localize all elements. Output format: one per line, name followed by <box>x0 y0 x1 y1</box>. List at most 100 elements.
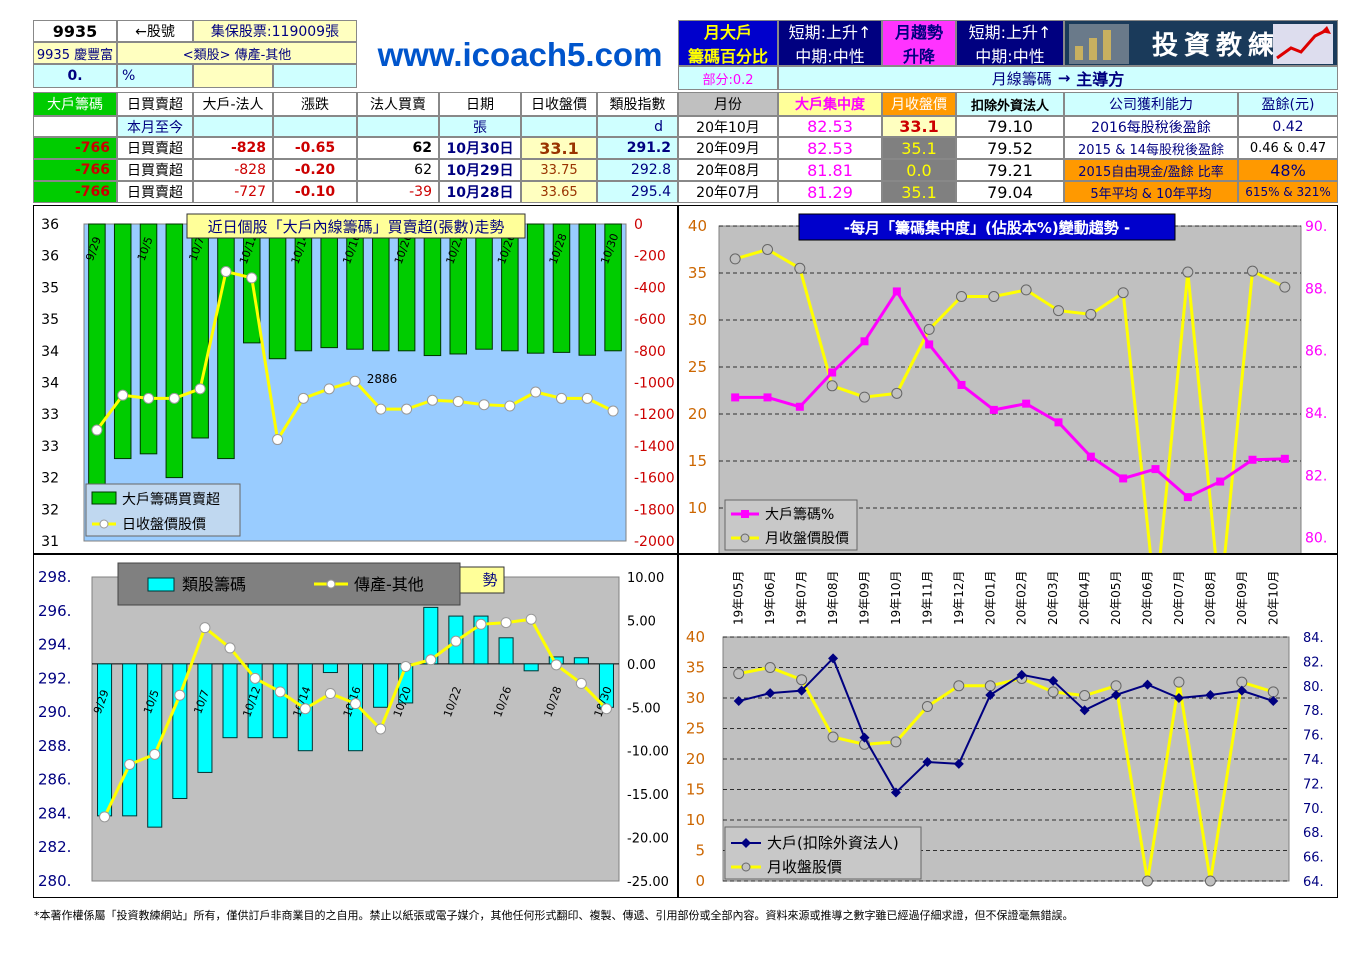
monthly-trend-line1: 月趨勢 <box>894 23 943 42</box>
chart1-y-left-tick-label: 33 <box>41 407 59 423</box>
lt-month-2 <box>193 116 273 137</box>
rt-h2: 月收盤價 <box>882 92 956 116</box>
chart1-price-point <box>323 383 335 395</box>
chart2-legend-marker1 <box>741 510 749 518</box>
chart4-x-tick-label: 19年08月 <box>826 570 840 625</box>
chart2-concentration-point <box>731 393 740 402</box>
chart3-index-point <box>425 654 437 666</box>
rt-r1-c2: 35.1 <box>882 137 956 159</box>
chart2-y-right-tick-label: 88. <box>1305 281 1327 297</box>
mid-term-2: 中期:中性 <box>975 47 1045 66</box>
rt-r3-c2: 35.1 <box>882 181 956 203</box>
chart3-y-right-tick-label: -15.00 <box>627 788 669 803</box>
chart3-y-left-tick-label: 294. <box>38 636 71 654</box>
chart4-x-tick-label: 20年03月 <box>1046 570 1060 625</box>
chart2-price-point <box>988 291 1000 302</box>
industry-label: <類股> 傳產-其他 <box>117 42 357 64</box>
chart4-y-right-tick-label: 78. <box>1303 704 1324 719</box>
chart1-legend-bar-label: 大戶籌碼買賣超 <box>122 492 220 508</box>
chart3-legend-bar-swatch <box>147 577 175 592</box>
rt-r3-c0: 20年07月 <box>678 181 778 203</box>
chart4-x-tick-label: 20年10月 <box>1266 570 1280 625</box>
chart1-price-point <box>246 272 258 284</box>
chart1-y-right-tick-label: -1600 <box>634 471 675 487</box>
chart2-concentration-point <box>860 337 869 346</box>
chart4-x-tick-label: 20年04月 <box>1078 570 1092 625</box>
chart1-bar <box>165 223 184 479</box>
chart2-title-box <box>798 213 1176 241</box>
lt-r0-c1: 日買賣超 <box>117 137 193 159</box>
chart2-panel: 40 35 30 25 20 15 10 90. 88. 86. 84. 82. 80. -每月「籌碼集中… <box>678 205 1338 554</box>
chart2-price-point <box>794 262 806 274</box>
chart1-y-right-tick-label: -600 <box>634 312 666 328</box>
chart3-index-point <box>475 618 487 630</box>
monthly-chip-label: 月線籌碼 <box>991 69 1052 88</box>
chart3-index-point <box>299 703 311 715</box>
chart1-y-left-tick-label: 35 <box>41 280 59 296</box>
chart4-price-point <box>921 701 933 713</box>
chart4-panel: 40 35 30 25 20 15 10 5 0 84. 82. 80. 78. 76. 74. 72. 70.… <box>678 554 1338 898</box>
rt-h0: 月份 <box>678 92 778 116</box>
chart1-price-point <box>349 375 361 387</box>
chart2-concentration-point <box>795 402 804 411</box>
chart4-holder-point <box>1048 675 1059 686</box>
chart3-y-right-tick-label: 0.00 <box>627 658 656 673</box>
chart3-y-left-tick-label: 284. <box>38 804 71 822</box>
chart1-y-left-tick-label: 34 <box>41 376 59 392</box>
lt-r2-c4: -39 <box>357 181 439 203</box>
chart4-x-tick-label: 20年09月 <box>1235 570 1249 625</box>
lt-month-0 <box>33 116 117 137</box>
chart2-price-point <box>1279 281 1291 293</box>
chart2-concentration-point <box>1151 465 1160 474</box>
chart4-y-right-tick-label: 64. <box>1303 875 1324 890</box>
chart1-price-point <box>452 396 464 408</box>
chart3-bar <box>322 663 338 674</box>
monthly-chip-row: 月線籌碼 → 主導方 <box>778 66 1338 90</box>
chart3-index-point <box>400 661 412 673</box>
chart3-y-left-tick-label: 298. <box>38 568 71 586</box>
chart4-holder-line <box>738 656 1274 795</box>
chart4-big-holder-ex-foreign: 40 35 30 25 20 15 10 5 0 84. 82. 80. 78. 76. 74. 72. 70.… <box>686 570 1324 890</box>
rt-h4: 公司獲利能力 <box>1064 92 1238 116</box>
trend-cell-2: 短期:上升↑ 中期:中性 <box>956 20 1064 66</box>
chart1-y-right-tick-label: -2000 <box>634 534 675 550</box>
lt-r1-c1: 日買賣超 <box>117 159 193 181</box>
lt-r0-c3: -0.65 <box>273 137 357 159</box>
chart4-y-right-tick-label: 84. <box>1303 631 1324 646</box>
holdings-value: 119009張 <box>271 24 340 40</box>
chart1-title: 近日個股「大戶內線籌碼」買賣超(張數)走勢 <box>208 218 505 236</box>
chart3-index-point <box>600 703 612 715</box>
rt-r1-c0: 20年09月 <box>678 137 778 159</box>
chart1-price-point <box>607 405 619 417</box>
chart4-x-tick-label: 19年06月 <box>763 570 777 625</box>
chart2-price-point <box>923 323 935 335</box>
chart2-price-point <box>1053 305 1064 317</box>
chart1-y-left-tick-label: 36 <box>41 217 59 233</box>
chart1-y-right-tick-label: -800 <box>634 344 666 360</box>
lt-month-4 <box>357 116 439 137</box>
chart4-x-tick-label: 19年09月 <box>858 570 872 625</box>
chart4-x-tick-label: 20年07月 <box>1172 570 1186 625</box>
lt-r2-c3: -0.10 <box>273 181 357 203</box>
chart1-bar <box>526 223 545 354</box>
chart1-price-point <box>555 392 567 404</box>
chart2-concentration-point <box>892 287 901 296</box>
chart4-x-tick-label: 20年06月 <box>1141 570 1155 625</box>
chart2-concentration-point <box>957 380 966 389</box>
chart4-x-tick-label: 20年08月 <box>1203 570 1217 625</box>
chart1-y-right-tick-label: -1400 <box>634 439 675 455</box>
stock-code[interactable]: 9935 <box>33 20 117 42</box>
big-holder-pct-line1: 月大戶 <box>703 23 752 42</box>
chart2-concentration-point <box>1183 493 1192 502</box>
chart4-x-tick-label: 20年05月 <box>1109 570 1123 625</box>
chart3-y-right-tick-label: -5.00 <box>627 701 661 716</box>
chart1-price-point <box>375 403 387 415</box>
chart2-price-point <box>1117 287 1129 299</box>
chart3-y-left-tick-label: 288. <box>38 737 71 755</box>
chart1-bar <box>268 223 287 360</box>
chart1-bar <box>423 223 442 357</box>
chart3-index-point <box>324 688 336 700</box>
chart4-x-tick-label: 20年01月 <box>983 570 997 625</box>
website-link[interactable]: www.icoach5.com <box>377 36 663 73</box>
chart4-y-right-tick-label: 66. <box>1303 851 1324 866</box>
